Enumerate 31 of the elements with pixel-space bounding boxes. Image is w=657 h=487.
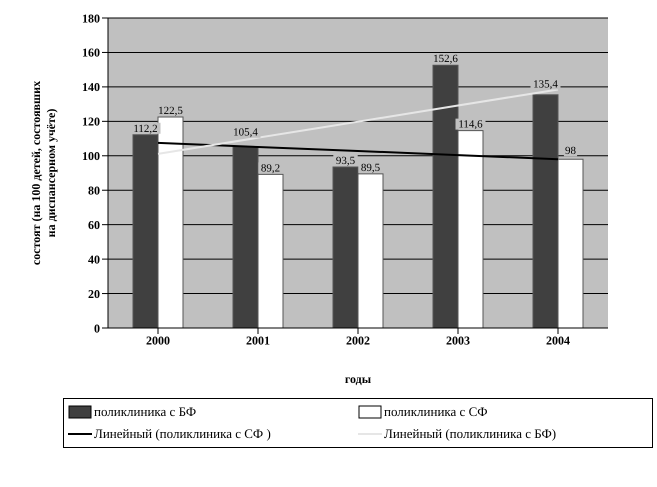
y-tick-label: 40: [88, 252, 100, 266]
y-tick-label: 180: [82, 11, 100, 26]
x-tick-label: 2004: [546, 334, 570, 348]
data-label: 98: [565, 145, 576, 158]
data-label: 135,4: [533, 78, 558, 90]
data-label: 152,6: [433, 53, 458, 66]
y-tick-label: 80: [88, 183, 100, 198]
y-tick-label: 160: [82, 46, 100, 60]
y-tick-label: 0: [94, 321, 100, 336]
data-label: 112,2: [133, 122, 158, 135]
legend-label: поликлиника с БФ: [94, 404, 196, 420]
y-tick-label: 140: [82, 80, 100, 94]
legend-label: Линейный (поликлиника с БФ): [384, 426, 556, 442]
y-tick-label: 120: [82, 114, 100, 129]
data-label: 89,5: [360, 162, 381, 174]
y-tick-label: 100: [82, 149, 100, 164]
data-label: 105,4: [233, 126, 258, 139]
x-axis-title: годы: [344, 372, 372, 386]
data-label: 89,2: [260, 162, 280, 174]
x-tick-label: 2000: [146, 334, 170, 348]
legend-label: поликлиника с СФ: [384, 404, 488, 420]
y-tick-label: 20: [88, 286, 100, 301]
legend-label: Линейный (поликлиника с СФ ): [94, 426, 271, 442]
y-axis-title: состоят (на 100 детей, состоявших на диспансерном учёте): [29, 80, 58, 266]
data-label: 114,6: [458, 118, 484, 131]
x-tick-label: 2001: [246, 334, 270, 348]
data-label: 122,5: [158, 105, 184, 118]
data-label: 93,5: [336, 154, 356, 167]
x-tick-label: 2003: [446, 334, 470, 348]
y-tick-label: 60: [88, 218, 100, 232]
x-tick-label: 2002: [346, 334, 370, 348]
